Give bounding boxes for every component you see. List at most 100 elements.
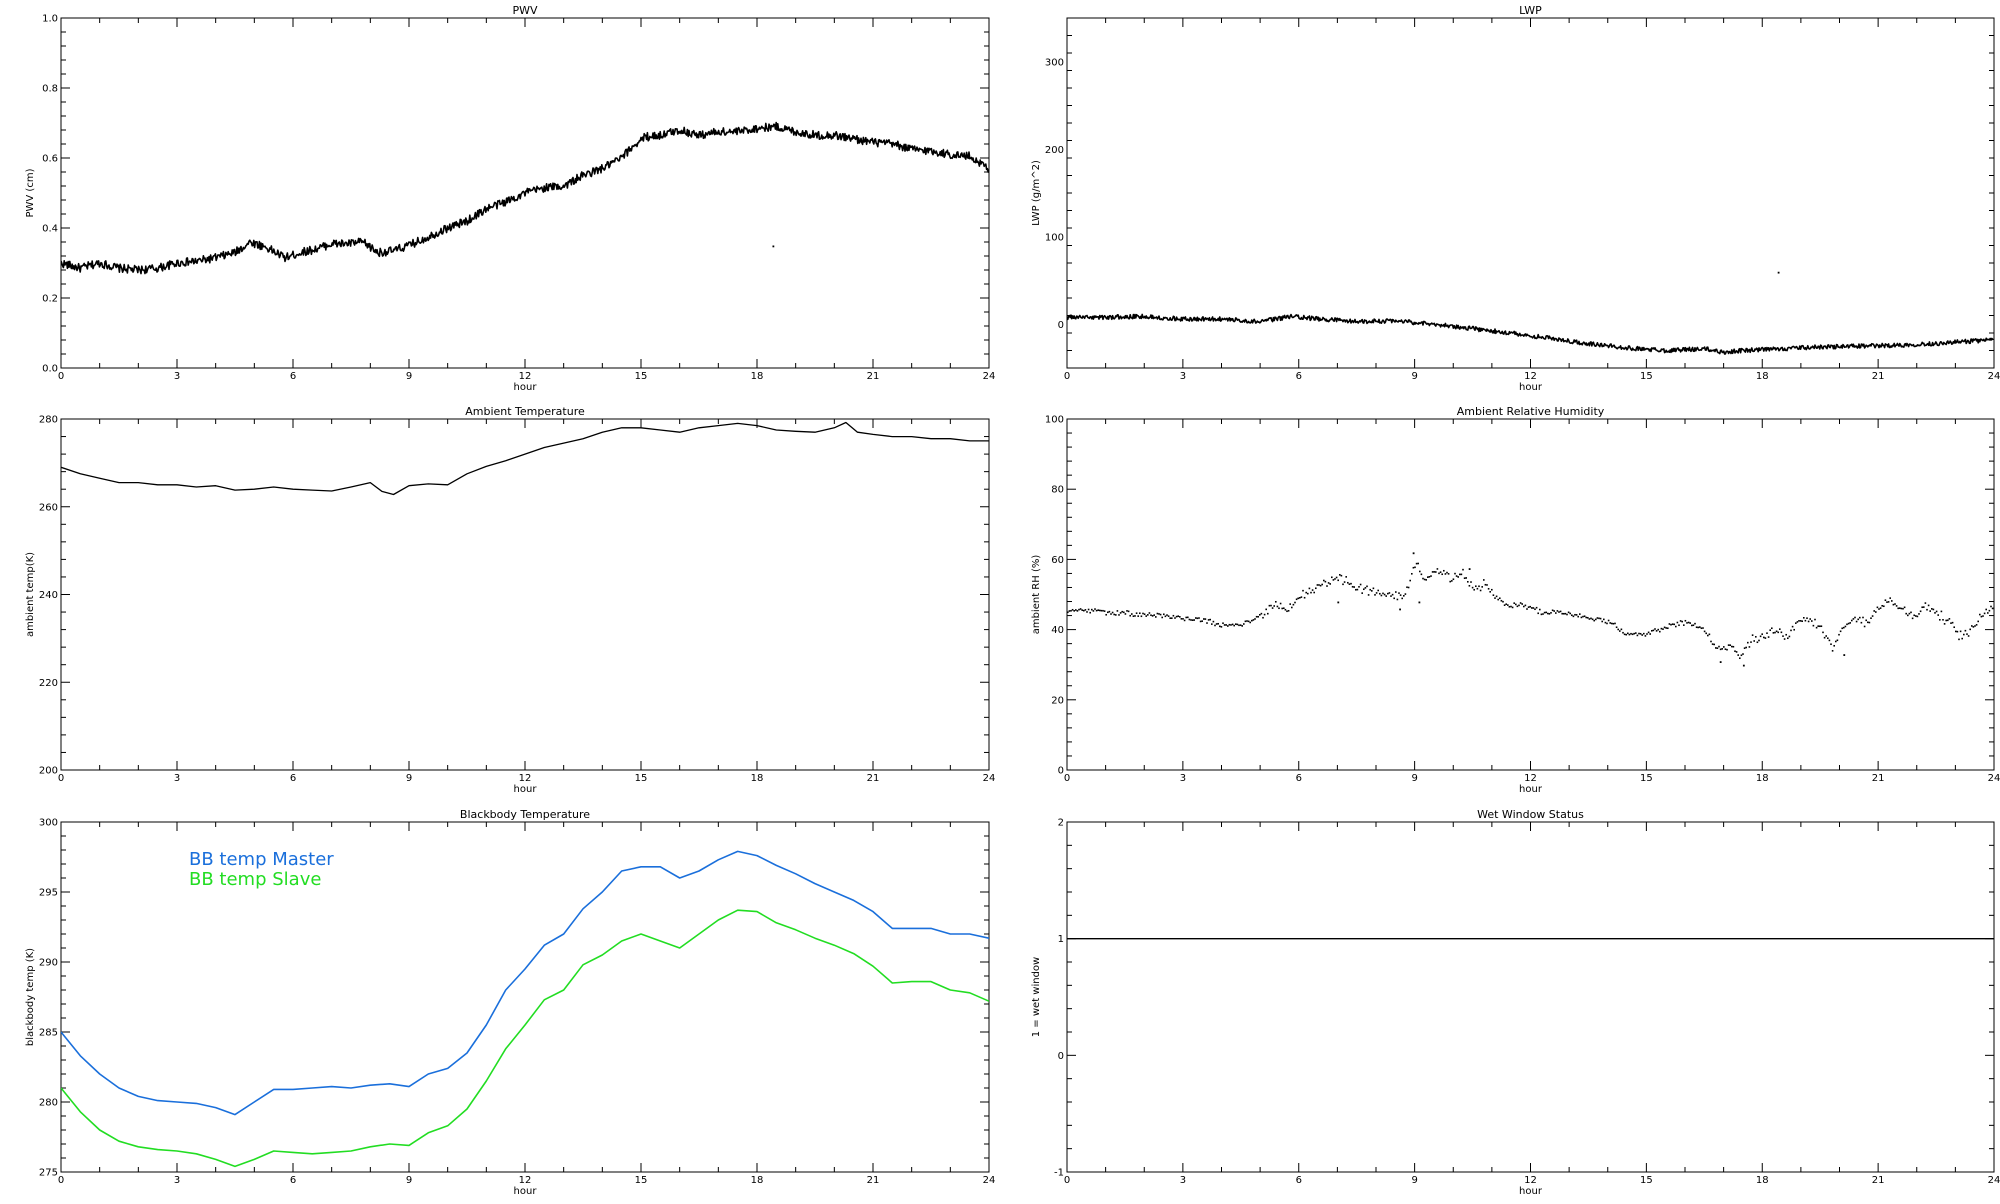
data-point: [1076, 610, 1079, 612]
data-point: [1239, 624, 1242, 626]
x-tick-label: 18: [751, 773, 764, 784]
data-point: [1139, 612, 1141, 615]
y-tick-label: 275: [39, 1168, 58, 1179]
data-point: [1956, 630, 1959, 633]
data-point: [1815, 626, 1818, 629]
data-point: [1078, 608, 1080, 611]
data-point: [1579, 613, 1581, 615]
data-point: [1667, 627, 1669, 630]
data-point: [1137, 615, 1139, 617]
data-point: [1326, 585, 1328, 587]
data-point: [1105, 613, 1107, 616]
x-tick-label: 18: [1756, 773, 1769, 784]
data-point: [1283, 607, 1285, 610]
data-point: [1700, 627, 1703, 630]
data-point: [1657, 628, 1659, 631]
data-point: [1670, 623, 1672, 626]
data-point: [1276, 605, 1279, 608]
y-axis-label: LWP (g/m^2): [1031, 160, 1042, 226]
data-point: [1286, 610, 1288, 613]
data-point: [1291, 606, 1293, 609]
data-point: [1838, 633, 1840, 636]
data-point: [1662, 628, 1664, 630]
x-tick-label: 3: [1180, 1175, 1186, 1186]
data-point: [1655, 630, 1658, 632]
data-point: [1899, 607, 1901, 609]
data-point: [1894, 603, 1896, 605]
data-point: [1975, 624, 1978, 626]
data-point: [1207, 619, 1210, 621]
y-tick-label: 200: [1045, 145, 1064, 156]
x-tick-label: 0: [58, 371, 64, 382]
data-point: [1235, 623, 1237, 625]
data-point: [1471, 586, 1474, 589]
y-tick-label: 1.0: [42, 14, 58, 25]
data-point: [1238, 624, 1240, 627]
data-point: [1897, 607, 1899, 610]
data-point: [1271, 607, 1274, 609]
data-point: [1783, 638, 1786, 640]
data-point: [1628, 633, 1631, 636]
data-point: [1583, 615, 1586, 618]
y-tick-label: 0.8: [42, 84, 58, 95]
data-point: [1627, 632, 1629, 635]
data-point: [1636, 634, 1639, 637]
x-tick-label: 21: [867, 1175, 880, 1186]
data-point: [1108, 610, 1111, 613]
data-point: [1732, 645, 1735, 648]
data-point: [1811, 620, 1813, 622]
y-tick-label: 60: [1051, 555, 1064, 566]
data-point: [1379, 592, 1381, 595]
data-point: [1871, 615, 1874, 617]
data-point: [1169, 617, 1171, 619]
data-point: [1356, 588, 1359, 591]
data-point: [1387, 592, 1389, 595]
data-point: [1683, 624, 1685, 626]
data-point: [1201, 620, 1203, 622]
data-point: [1415, 562, 1418, 565]
x-tick-label: 21: [1872, 1175, 1885, 1186]
data-point: [1993, 607, 1994, 609]
data-point: [1401, 597, 1403, 600]
data-point: [1323, 579, 1325, 582]
data-point: [1135, 612, 1138, 614]
series-line-main: [61, 121, 989, 275]
data-point: [1609, 622, 1611, 624]
data-point: [1739, 657, 1741, 660]
data-point: [1489, 590, 1491, 593]
data-point: [1183, 619, 1186, 622]
data-point: [1939, 619, 1941, 621]
data-point: [1804, 619, 1807, 622]
data-point: [1491, 588, 1493, 591]
data-point: [1084, 609, 1087, 611]
data-point: [1127, 610, 1130, 613]
data-point: [1703, 630, 1706, 633]
data-point: [1337, 601, 1340, 604]
data-point: [1595, 618, 1597, 621]
panel-title: LWP: [1519, 4, 1542, 17]
data-point: [1484, 583, 1487, 586]
data-point: [1607, 619, 1610, 622]
data-point: [1438, 572, 1440, 575]
data-point: [1151, 615, 1154, 617]
data-point: [1115, 614, 1117, 616]
data-point: [1230, 624, 1232, 626]
data-point: [1340, 574, 1343, 577]
data-point: [1623, 633, 1626, 636]
x-axis-label: hour: [514, 382, 538, 393]
data-point: [1854, 616, 1856, 619]
data-point: [1097, 609, 1099, 611]
data-point: [1969, 628, 1971, 631]
data-point: [1452, 578, 1455, 581]
data-point: [1417, 562, 1419, 565]
data-point: [1574, 613, 1576, 616]
data-point: [1366, 585, 1368, 588]
data-point: [1334, 578, 1336, 580]
data-point: [1182, 618, 1184, 620]
data-point: [1129, 614, 1131, 617]
data-point: [1364, 587, 1367, 589]
data-point: [1124, 613, 1127, 615]
data-point: [1499, 597, 1501, 600]
data-point: [1614, 622, 1616, 625]
data-point: [1172, 614, 1175, 617]
